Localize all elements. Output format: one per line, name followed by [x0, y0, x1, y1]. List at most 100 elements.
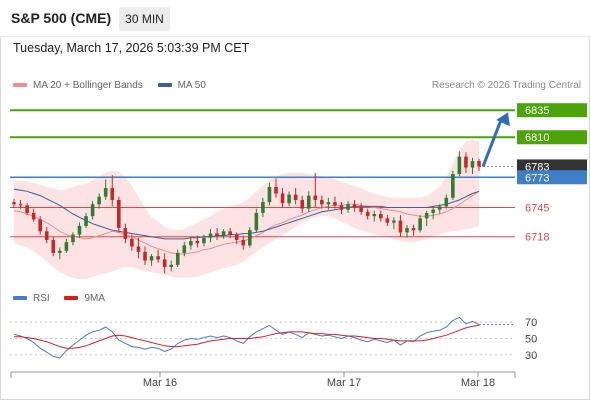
candle-body — [71, 234, 75, 243]
candle-body — [339, 205, 344, 210]
candle-body — [110, 188, 115, 200]
ma50-swatch — [157, 83, 172, 88]
candle-body — [103, 188, 108, 197]
candle-body — [143, 251, 147, 261]
candle-body — [221, 231, 226, 236]
candle-body — [130, 238, 134, 247]
candle-body — [405, 228, 409, 233]
ma20-swatch — [13, 83, 27, 88]
legend-label-ma50: MA 50 — [177, 80, 206, 91]
candle-body — [182, 245, 187, 253]
candle-body — [306, 195, 311, 209]
candle-body — [457, 156, 462, 175]
candle-body — [241, 239, 246, 246]
ma20-line — [13, 190, 480, 255]
candle-body — [424, 212, 429, 219]
candle-body — [169, 264, 173, 267]
candle-body — [25, 205, 29, 213]
candle-body — [90, 204, 95, 217]
candle-body — [123, 228, 128, 239]
candle-body — [464, 156, 468, 168]
timestamp: Tuesday, March 17, 2026 5:03:39 PM CET — [13, 41, 250, 55]
candle-body — [346, 204, 350, 210]
level-label-6718: 6718 — [525, 232, 549, 244]
rsi-tick-label-70: 70 — [525, 317, 537, 329]
candle-body — [379, 214, 383, 219]
candle-body — [162, 259, 167, 267]
candle-body — [149, 256, 154, 261]
candle-body — [385, 218, 390, 223]
forecast-arrow-line — [481, 116, 504, 167]
candle-body — [326, 202, 331, 205]
level-tag-6810 — [517, 130, 587, 145]
candle-body — [300, 199, 304, 209]
candle-body — [411, 228, 416, 231]
legend-item-rsi: RSI — [13, 293, 50, 304]
forecast-arrow-head — [496, 112, 510, 127]
candle-body — [477, 161, 481, 167]
candle-body — [195, 241, 200, 244]
candle-body — [215, 233, 219, 236]
ma50-line — [13, 188, 480, 240]
candle-body — [313, 195, 318, 200]
level-label-6745: 6745 — [525, 203, 549, 215]
chart-header: S&P 500 (CME) 30 MIN — [0, 0, 590, 37]
candle-body — [470, 161, 475, 168]
candle-body — [12, 202, 16, 205]
level-tag-6835 — [517, 103, 587, 118]
price-legend: MA 20 + Bollinger Bands MA 50 — [13, 80, 218, 91]
legend-item-ma50: MA 50 — [157, 80, 206, 91]
candle-body — [365, 211, 370, 217]
candle-body — [333, 202, 337, 206]
candle-body — [156, 256, 160, 260]
candle-body — [84, 216, 88, 226]
timeframe-button[interactable]: 30 MIN — [119, 7, 170, 31]
9ma-swatch — [64, 296, 79, 301]
rsi-swatch — [13, 296, 27, 301]
rsi-legend: RSI 9MA — [13, 293, 117, 304]
time-tick-label-1: Mar 17 — [327, 377, 361, 389]
candle-body — [97, 196, 101, 205]
candle-body — [136, 246, 141, 252]
time-tick-label-0: Mar 16 — [143, 377, 177, 389]
candle-body — [437, 206, 442, 210]
candle-body — [392, 220, 396, 223]
candle-body — [287, 194, 291, 204]
level-tag-6783 — [517, 159, 587, 174]
candle-body — [261, 202, 265, 213]
candle-body — [418, 218, 422, 231]
legend-label-ma20: MA 20 + Bollinger Bands — [33, 80, 143, 91]
candle-body — [451, 174, 455, 198]
candle-body — [372, 214, 377, 217]
candle-body — [189, 241, 193, 246]
time-tick-label-2: Mar 18 — [461, 377, 495, 389]
rsi-tick-label-50: 50 — [525, 333, 537, 345]
rsi-series-9ma — [14, 324, 480, 349]
level-tag-6773 — [517, 170, 587, 185]
level-label-6773: 6773 — [525, 172, 549, 184]
candle-body — [38, 219, 42, 232]
candle-body — [431, 209, 435, 213]
legend-label-9ma: 9MA — [84, 293, 106, 304]
candle-body — [44, 231, 49, 240]
candle-body — [267, 186, 272, 203]
candle-body — [280, 193, 285, 204]
candle-body — [58, 250, 62, 253]
rsi-tick-label-30: 30 — [525, 350, 537, 362]
candle-body — [274, 186, 278, 194]
candle-body — [202, 237, 206, 244]
candle-body — [254, 212, 259, 231]
candle-body — [234, 234, 239, 240]
candle-body — [117, 199, 121, 229]
candle-body — [320, 199, 324, 205]
credit-text: Research © 2026 Trading Central — [431, 80, 581, 91]
legend-label-rsi: RSI — [33, 293, 50, 304]
candle-body — [64, 242, 69, 251]
level-label-6835: 6835 — [525, 105, 549, 117]
level-label-6810: 6810 — [525, 132, 549, 144]
candle-body — [352, 204, 357, 208]
candle-body — [51, 239, 56, 253]
legend-item-9ma: 9MA — [64, 293, 105, 304]
candle-body — [293, 194, 298, 200]
